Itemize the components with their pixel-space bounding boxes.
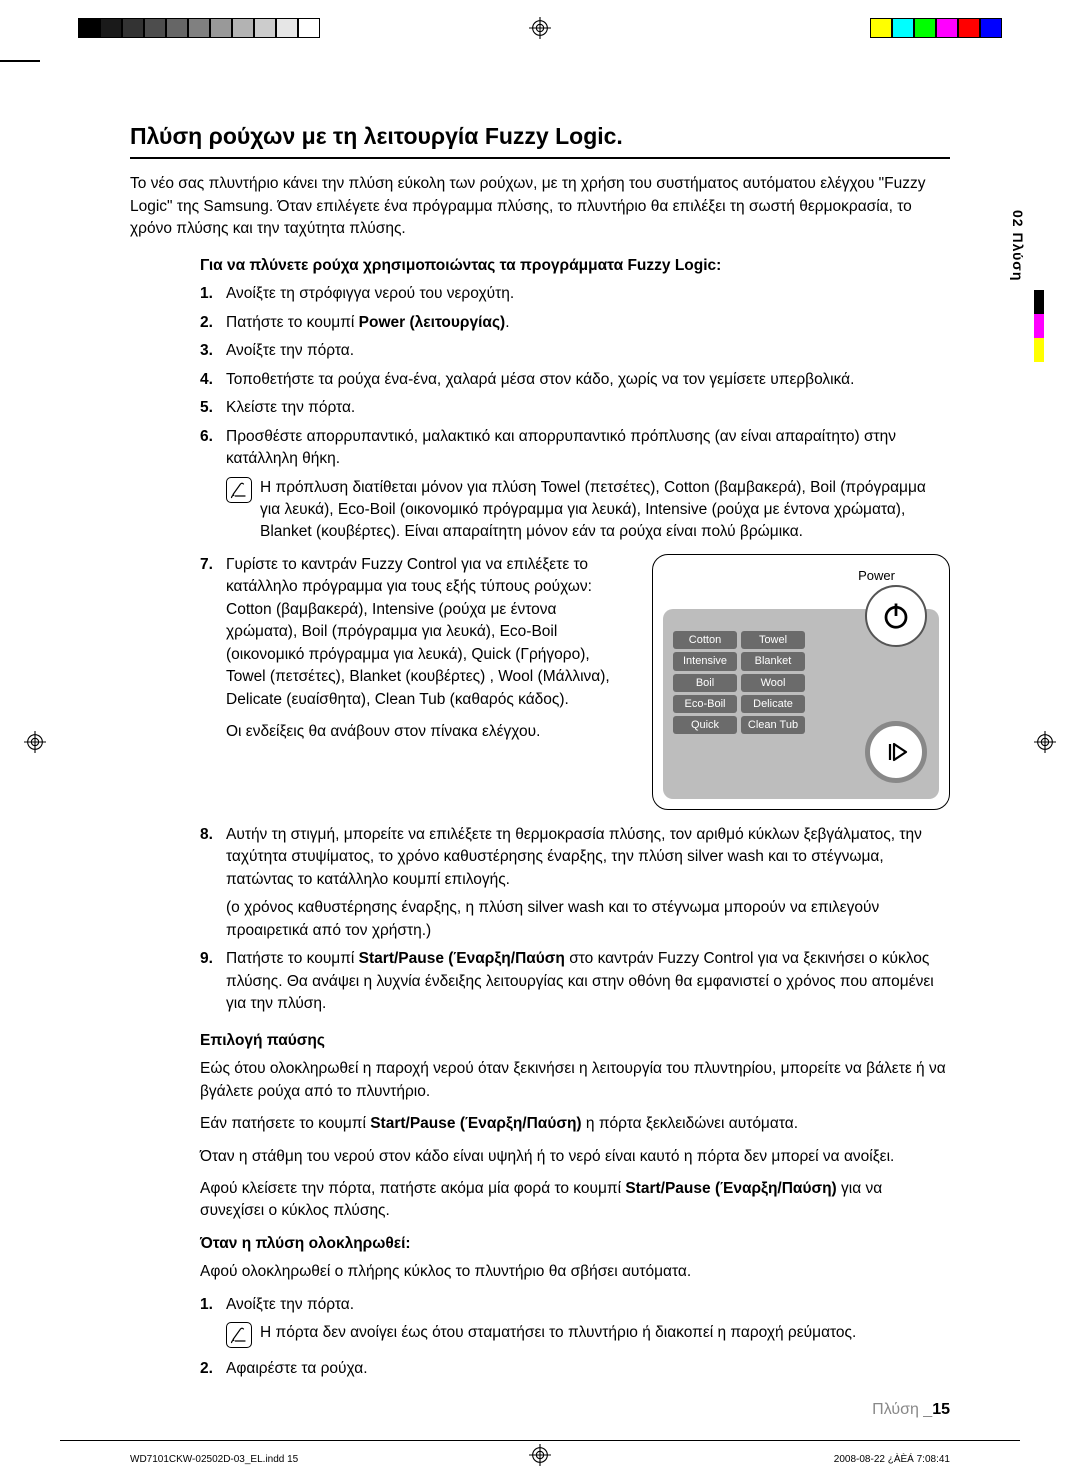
step-text: Αφαιρέστε τα ρούχα. [226, 1358, 950, 1380]
paragraph: Αφού κλείσετε την πόρτα, πατήστε ακόμα μ… [200, 1178, 950, 1223]
step-text: Ανοίξτε τη στρόφιγγα νερού του νεροχύτη. [226, 283, 950, 305]
step-number: 5. [200, 397, 226, 419]
program-label: Clean Tub [741, 716, 805, 734]
start-pause-button-icon [865, 721, 927, 783]
registration-mark-icon [529, 17, 551, 39]
step-text-extra: Οι ενδείξεις θα ανάβουν στον πίνακα ελέγ… [226, 721, 630, 743]
power-label: Power [858, 567, 895, 586]
section-tab: 02 Πλύση [1008, 210, 1028, 281]
step-number: 6. [200, 426, 226, 471]
step-text: Ανοίξτε την πόρτα. [226, 340, 950, 362]
paragraph: Εάν πατήσετε το κουμπί Start/Pause (Έναρ… [200, 1113, 950, 1135]
program-label: Boil [673, 674, 737, 692]
registration-mark-icon [1034, 731, 1056, 753]
step-number: 8. [200, 824, 226, 942]
program-label: Cotton [673, 631, 737, 649]
paragraph: Αφού ολοκληρωθεί ο πλήρης κύκλος το πλυν… [200, 1261, 950, 1283]
crop-mark [0, 60, 40, 62]
side-color-bars [1034, 290, 1044, 362]
step-number: 7. [200, 554, 226, 810]
program-label: Quick [673, 716, 737, 734]
step-text: Προσθέστε απορρυπαντικό, μαλακτικό και α… [226, 426, 950, 471]
note-icon [226, 477, 252, 503]
step-number: 2. [200, 1358, 226, 1380]
note-block: Η πρόπλυση διατίθεται μόνον για πλύση To… [226, 477, 950, 544]
paragraph: Όταν η στάθμη του νερού στον κάδο είναι … [200, 1146, 950, 1168]
pause-heading: Επιλογή παύσης [200, 1030, 950, 1052]
program-label: Towel [741, 631, 805, 649]
step-text: Ανοίξτε την πόρτα. [226, 1294, 950, 1316]
step-text: Κλείστε την πόρτα. [226, 397, 950, 419]
done-heading: Όταν η πλύση ολοκληρωθεί: [200, 1233, 950, 1255]
footer-rule [60, 1440, 1020, 1441]
step-text: Αυτήν τη στιγμή, μπορείτε να επιλέξετε τ… [226, 824, 950, 891]
program-label: Blanket [741, 652, 805, 670]
step-text-extra: (ο χρόνος καθυστέρησης έναρξης, η πλύση … [226, 897, 950, 942]
note-text: Η πρόπλυση διατίθεται μόνον για πλύση To… [260, 477, 950, 544]
program-label: Intensive [673, 652, 737, 670]
note-icon [226, 1322, 252, 1348]
step-text: Πατήστε το κουμπί Start/Pause (Έναρξη/Πα… [226, 948, 950, 1015]
power-button-icon [865, 585, 927, 647]
control-panel-diagram: Power CottonTowelIntensiveBlanketBoilWoo… [652, 554, 950, 810]
program-label: Wool [741, 674, 805, 692]
step-number: 4. [200, 369, 226, 391]
registration-mark-icon [24, 731, 46, 753]
paragraph: Εώς ότου ολοκληρωθεί η παροχή νερού όταν… [200, 1058, 950, 1103]
step-text: Πατήστε το κουμπί Power (λειτουργίας). [226, 312, 950, 334]
step-number: 1. [200, 283, 226, 305]
program-label: Eco-Boil [673, 695, 737, 713]
sub-heading: Για να πλύνετε ρούχα χρησιμοποιώντας τα … [200, 255, 950, 277]
grayscale-colorbar [78, 18, 320, 38]
step-number: 2. [200, 312, 226, 334]
cmyk-colorbar [870, 18, 1002, 38]
step-text: Τοποθετήστε τα ρούχα ένα-ένα, χαλαρά μέσ… [226, 369, 950, 391]
page-title: Πλύση ρούχων με τη λειτουργία Fuzzy Logi… [130, 120, 950, 159]
step-number: 1. [200, 1294, 226, 1316]
step-number: 3. [200, 340, 226, 362]
intro-paragraph: Το νέο σας πλυντήριο κάνει την πλύση εύκ… [130, 173, 950, 240]
step-number: 9. [200, 948, 226, 1015]
step-text: Γυρίστε το καντράν Fuzzy Control για να … [226, 554, 630, 711]
print-metadata: WD7101CKW-02502D-03_EL.indd 15 2008-08-2… [130, 1453, 950, 1468]
note-text: Η πόρτα δεν ανοίγει έως ότου σταματήσει … [260, 1322, 856, 1344]
page-footer: Πλύση _15 [872, 1398, 950, 1421]
program-label: Delicate [741, 695, 805, 713]
note-block: Η πόρτα δεν ανοίγει έως ότου σταματήσει … [226, 1322, 950, 1348]
